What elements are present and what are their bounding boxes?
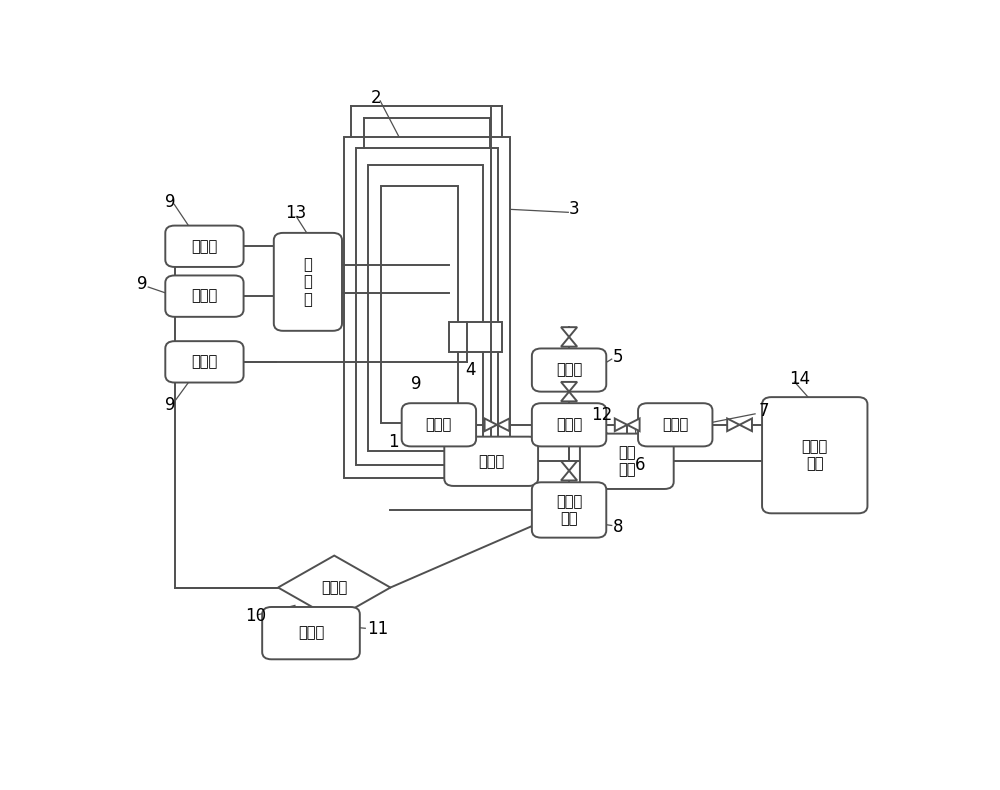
Polygon shape <box>561 471 577 480</box>
FancyBboxPatch shape <box>165 226 244 267</box>
Text: 气体分
析仪: 气体分 析仪 <box>556 494 582 526</box>
Text: 流量计: 流量计 <box>191 355 218 370</box>
Text: 尾气吸
收塔: 尾气吸 收塔 <box>802 439 828 472</box>
FancyBboxPatch shape <box>532 348 606 392</box>
Bar <box>344 137 510 478</box>
Text: 11: 11 <box>367 620 388 638</box>
Text: 真空泵: 真空泵 <box>662 417 688 432</box>
Bar <box>368 165 483 450</box>
Text: 流量计: 流量计 <box>191 288 218 303</box>
Text: 5: 5 <box>613 348 624 366</box>
Text: 8: 8 <box>613 517 624 536</box>
Polygon shape <box>497 419 509 431</box>
Polygon shape <box>740 419 752 431</box>
FancyBboxPatch shape <box>444 437 538 486</box>
Text: 3: 3 <box>568 201 579 218</box>
Polygon shape <box>278 555 390 619</box>
Bar <box>381 186 458 423</box>
Text: 14: 14 <box>790 370 811 388</box>
Text: 9: 9 <box>165 396 175 414</box>
Bar <box>356 149 498 465</box>
Polygon shape <box>485 419 497 431</box>
Polygon shape <box>561 327 577 337</box>
Text: 流量计: 流量计 <box>426 417 452 432</box>
Text: 真空
机组: 真空 机组 <box>618 445 636 477</box>
FancyBboxPatch shape <box>532 482 606 538</box>
Text: 9: 9 <box>411 374 421 393</box>
Text: 混
气
罐: 混 气 罐 <box>304 257 312 307</box>
FancyBboxPatch shape <box>532 403 606 446</box>
FancyBboxPatch shape <box>262 607 360 660</box>
FancyBboxPatch shape <box>165 341 244 382</box>
FancyBboxPatch shape <box>402 403 476 446</box>
Bar <box>449 322 502 352</box>
FancyBboxPatch shape <box>165 276 244 317</box>
Polygon shape <box>561 392 577 401</box>
FancyBboxPatch shape <box>762 397 867 514</box>
FancyBboxPatch shape <box>580 434 674 489</box>
Text: 样品室: 样品室 <box>556 417 582 432</box>
Text: 13: 13 <box>285 205 306 223</box>
Polygon shape <box>627 419 640 431</box>
Text: 9: 9 <box>165 193 175 211</box>
Text: 过滤器: 过滤器 <box>478 453 504 468</box>
Text: 2: 2 <box>371 88 382 107</box>
Text: 流量计: 流量计 <box>191 239 218 254</box>
Polygon shape <box>615 419 627 431</box>
Polygon shape <box>727 419 740 431</box>
Text: 1: 1 <box>388 433 399 450</box>
FancyBboxPatch shape <box>638 403 712 446</box>
Text: 采样泵: 采样泵 <box>556 363 582 378</box>
Text: 12: 12 <box>591 406 612 424</box>
Text: 6: 6 <box>635 456 645 474</box>
Text: 9: 9 <box>137 275 147 293</box>
FancyBboxPatch shape <box>274 233 342 331</box>
Text: 7: 7 <box>758 402 769 420</box>
Text: 计算机: 计算机 <box>298 626 324 641</box>
Text: 10: 10 <box>246 608 267 626</box>
Polygon shape <box>561 337 577 347</box>
Text: 4: 4 <box>465 361 475 379</box>
Text: 控制器: 控制器 <box>321 580 347 595</box>
Polygon shape <box>561 461 577 471</box>
Polygon shape <box>561 382 577 392</box>
